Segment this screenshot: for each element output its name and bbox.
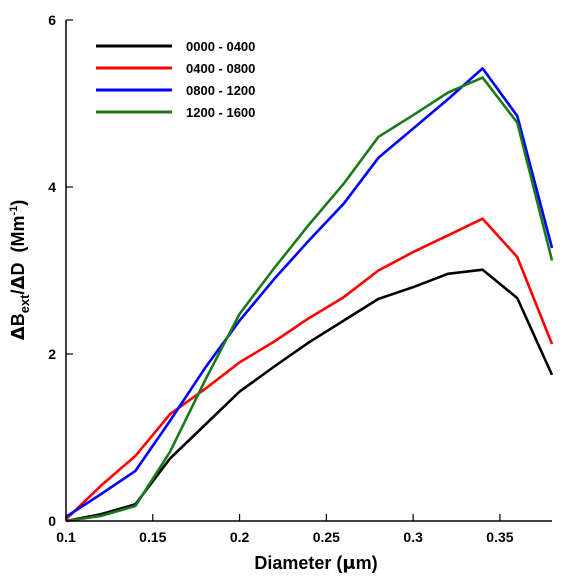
y-axis-title: ΔBext/ΔD(Mm-1) — [8, 200, 32, 340]
legend-label-1: 0000 - 0400 — [186, 39, 255, 54]
x-tick-label: 0.25 — [313, 529, 340, 545]
y-tick-label: 4 — [48, 179, 56, 195]
series-line-3 — [65, 67, 554, 518]
legend-label-2: 0400 - 0800 — [186, 61, 255, 76]
legend-label-4: 1200 - 1600 — [186, 105, 255, 120]
axis-ticks: 0.1 0.15 0.2 0.25 0.3 0.35 0 2 4 6 — [48, 12, 514, 545]
x-tick-label: 0.15 — [139, 529, 166, 545]
x-axis-title-mu: μ — [342, 553, 355, 574]
x-tick-label: 0.2 — [230, 529, 250, 545]
axes-frame — [65, 20, 552, 522]
x-axis-title: Diameter (μm) — [254, 553, 377, 574]
legend: 0000 - 0400 0400 - 0800 0800 - 1200 1200 - … — [96, 39, 255, 120]
series-line-1 — [65, 268, 554, 523]
y-tick-label: 6 — [48, 12, 56, 28]
y-tick-label: 2 — [48, 346, 56, 362]
x-tick-label: 0.3 — [403, 529, 423, 545]
series-line-2 — [65, 217, 554, 521]
series-line-4 — [65, 76, 554, 523]
x-tick-label: 0.1 — [56, 529, 76, 545]
series-lines — [65, 67, 554, 523]
y-tick-label: 0 — [48, 513, 56, 529]
x-tick-label: 0.35 — [486, 529, 513, 545]
legend-label-3: 0800 - 1200 — [186, 83, 255, 98]
